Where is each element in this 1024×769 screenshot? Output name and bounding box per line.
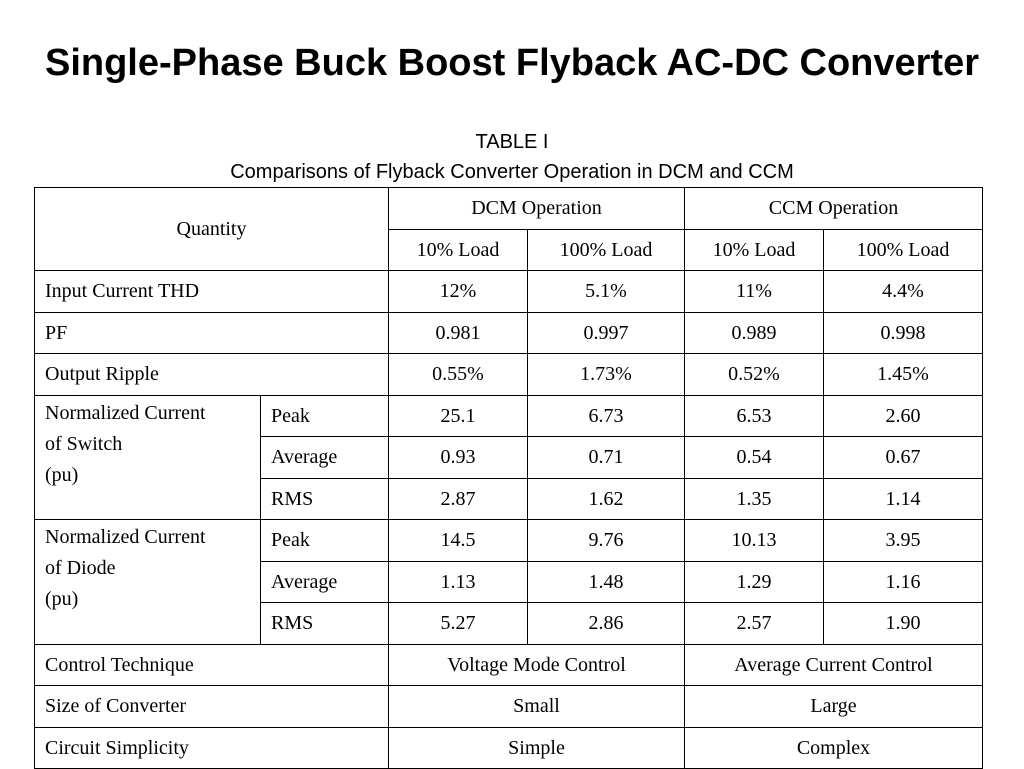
group-header-dcm: DCM Operation: [387, 187, 686, 230]
header-row-loads: 10% Load 100% Load 10% Load 100% Load: [35, 228, 984, 271]
table-cell-merged: Large: [684, 685, 984, 728]
table-row: Size of Converter Small Large: [34, 685, 984, 728]
row-sublabel: Average: [260, 436, 389, 479]
table-cell: 5.1%: [526, 270, 686, 313]
subheader-dcm-10: 10% Load: [388, 228, 528, 271]
table-cell-merged: Small: [387, 685, 686, 728]
group-label-line: (pu): [45, 463, 79, 486]
table-cell: 1.35: [684, 477, 825, 520]
table-cell: 1.90: [823, 602, 984, 645]
table-cell: 6.53: [684, 394, 825, 437]
row-label: Output Ripple: [34, 353, 389, 396]
table-caption-text: Comparisons of Flyback Converter Operati…: [230, 161, 794, 183]
table-cell: 0.93: [388, 436, 528, 479]
row-sublabel: Average: [260, 560, 389, 603]
quantity-header: Quantity: [34, 187, 389, 271]
table-cell-merged: Complex: [684, 726, 984, 769]
row-sublabel: Peak: [260, 394, 389, 437]
table-cell: 0.981: [388, 311, 528, 354]
table-cell: 1.16: [823, 560, 984, 603]
header-row-groups: Quantity DCM Operation CCM Operation: [34, 187, 984, 271]
table-cell: 2.87: [388, 477, 528, 520]
table-cell: 6.73: [526, 394, 686, 437]
table-cell: 1.48: [526, 560, 686, 603]
table-row: Input Current THD 12% 5.1% 11% 4.4%: [34, 270, 984, 313]
subheader-dcm-100: 100% Load: [526, 228, 686, 271]
table-cell: 1.73%: [526, 353, 686, 396]
group-label-line: of Switch: [45, 432, 123, 455]
row-sublabel: Peak: [260, 519, 389, 562]
table-cell: 2.60: [823, 394, 984, 437]
subheader-ccm-10: 10% Load: [684, 228, 825, 271]
group-label-switch: Normalized Current of Switch (pu): [34, 394, 261, 520]
group-label-line: of Diode: [45, 557, 116, 579]
row-label: Control Technique: [34, 643, 389, 686]
table-cell: 10.13: [684, 519, 825, 562]
table-row: RMS 2.87 1.62 1.35 1.14: [35, 477, 984, 520]
table-row: Control Technique Voltage Mode Control A…: [34, 643, 984, 686]
table-cell-merged: Simple: [387, 726, 686, 769]
table-row: Average 0.93 0.71 0.54 0.67: [35, 436, 984, 479]
group-label-line: Normalized Current: [45, 526, 206, 548]
table-cell: 0.71: [526, 436, 686, 479]
table-cell: 12%: [388, 270, 528, 313]
subheader-ccm-100: 100% Load: [823, 228, 984, 271]
row-label: Input Current THD: [34, 270, 389, 313]
table-cell: 2.57: [684, 602, 825, 645]
table-cell: 11%: [684, 270, 825, 313]
table-row: RMS 5.27 2.86 2.57 1.90: [35, 602, 984, 645]
table-cell: 1.14: [823, 477, 984, 520]
table-cell: 0.54: [684, 436, 825, 479]
row-sublabel: RMS: [260, 477, 389, 520]
table-cell-merged: Voltage Mode Control: [387, 643, 686, 686]
table-row: Output Ripple 0.55% 1.73% 0.52% 1.45%: [34, 353, 984, 396]
row-label: PF: [34, 311, 389, 354]
table-cell: 1.62: [526, 477, 686, 520]
table-row: Normalized Current of Switch (pu) Peak 2…: [34, 394, 984, 520]
table-cell: 1.45%: [823, 353, 984, 396]
group-header-ccm: CCM Operation: [684, 187, 984, 230]
table-cell: 3.95: [823, 519, 984, 562]
table-row: Average 1.13 1.48 1.29 1.16: [35, 560, 984, 603]
row-label: Circuit Simplicity: [34, 726, 389, 769]
table-cell: 0.67: [823, 436, 984, 479]
group-label-diode: Normalized Current of Diode (pu): [34, 519, 261, 645]
slide-title: Single-Phase Buck Boost Flyback AC-DC Co…: [44, 42, 980, 84]
table-cell: 25.1: [388, 394, 528, 437]
row-sublabel: RMS: [260, 602, 389, 645]
table-caption-label: TABLE I: [475, 131, 549, 153]
table-cell: 5.27: [388, 602, 528, 645]
comparison-table: Quantity DCM Operation CCM Operation 10%…: [34, 187, 984, 769]
table-cell: 0.997: [526, 311, 686, 354]
table-cell: 0.52%: [684, 353, 825, 396]
group-label-line: Normalized Current: [45, 401, 206, 424]
row-label: Size of Converter: [34, 685, 389, 728]
table-row: Normalized Current of Diode (pu) Peak 14…: [34, 519, 984, 645]
table-cell-merged: Average Current Control: [684, 643, 984, 686]
table-cell: 9.76: [526, 519, 686, 562]
table-cell: 1.29: [684, 560, 825, 603]
table-cell: 0.989: [684, 311, 825, 354]
table-cell: 4.4%: [823, 270, 984, 313]
table-row: Circuit Simplicity Simple Complex: [34, 726, 984, 769]
table-cell: 1.13: [388, 560, 528, 603]
table-row: PF 0.981 0.997 0.989 0.998: [34, 311, 984, 354]
group-label-line: (pu): [45, 588, 79, 610]
table-cell: 0.55%: [388, 353, 528, 396]
table-cell: 14.5: [388, 519, 528, 562]
table-cell: 2.86: [526, 602, 686, 645]
table-cell: 0.998: [823, 311, 984, 354]
